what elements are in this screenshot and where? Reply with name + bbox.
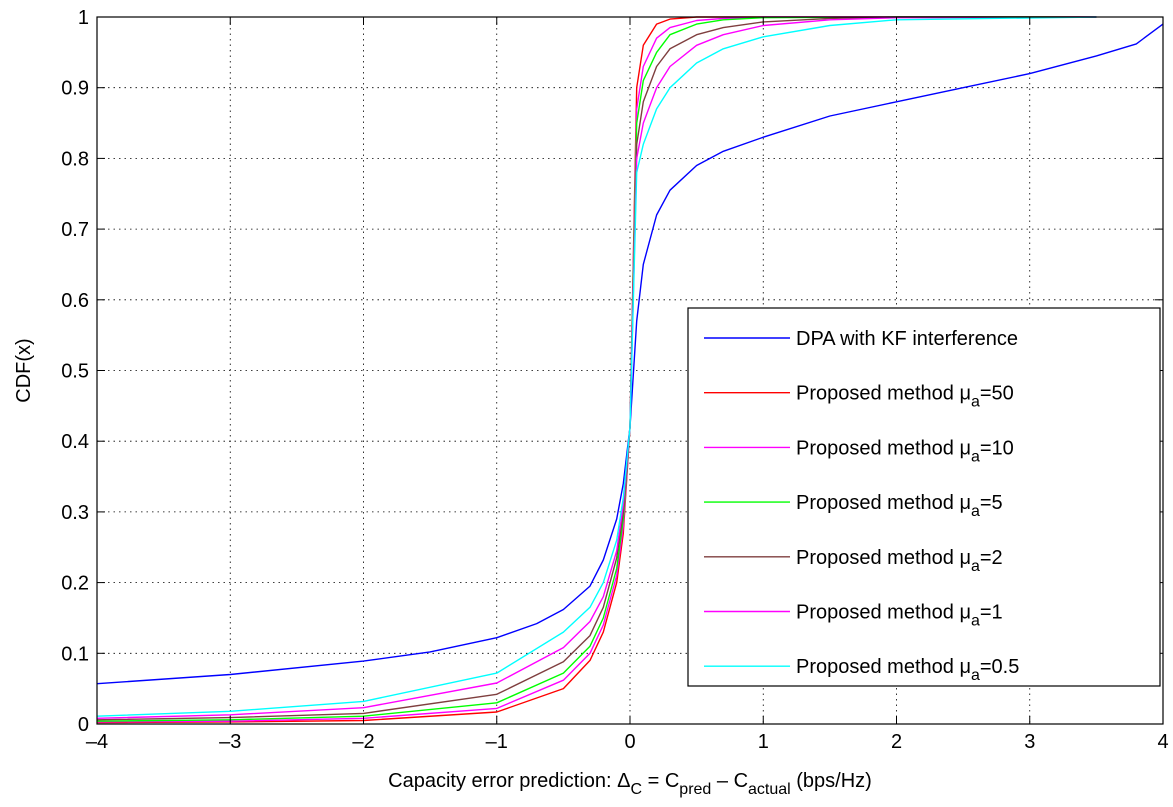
- x-axis-label-delta-sub: C: [630, 781, 642, 798]
- x-tick-label: –2: [352, 731, 374, 753]
- x-tick-label: –1: [486, 731, 508, 753]
- series-line-1: [96, 23, 1164, 685]
- y-axis-label: CDF(x): [13, 338, 35, 402]
- x-axis-label-delta: Δ: [617, 770, 630, 792]
- legend-label-2: Proposed method μa=50: [796, 383, 1014, 411]
- series-line-7: [96, 16, 1097, 717]
- legend-label-main: Proposed method μ: [796, 602, 971, 624]
- legend-label-main: Proposed method μ: [796, 547, 971, 569]
- y-tick-label: 0.3: [61, 502, 89, 524]
- legend-label-sub: a: [971, 448, 980, 465]
- legend-label-main: Proposed method μ: [796, 492, 971, 514]
- legend-box: [687, 307, 1161, 687]
- x-axis-label-eq: = C: [642, 770, 679, 792]
- x-tick-label: –4: [86, 731, 108, 753]
- legend-label-3: Proposed method μa=10: [796, 437, 1014, 465]
- legend-label-tail: =10: [980, 437, 1014, 459]
- y-tick-label: 0: [78, 714, 89, 736]
- x-tick-label: 0: [624, 731, 635, 753]
- x-axis-label-minus: – C: [711, 770, 748, 792]
- y-tick-label: 0.4: [61, 431, 89, 453]
- y-tick-label: 0.8: [61, 148, 89, 170]
- x-tick-label: 1: [758, 731, 769, 753]
- x-axis-label-unit: (bps/Hz): [791, 770, 872, 792]
- legend-label-tail: =1: [980, 602, 1003, 624]
- legend-label-sub: a: [971, 503, 980, 520]
- legend-label-tail: =2: [980, 547, 1003, 569]
- legend-label-main: Proposed method μ: [796, 437, 971, 459]
- legend-label-tail: =5: [980, 492, 1003, 514]
- y-tick-label: 0.7: [61, 219, 89, 241]
- legend-label-sub: a: [971, 394, 980, 411]
- x-tick-label: 3: [1024, 731, 1035, 753]
- legend-label-5: Proposed method μa=2: [796, 547, 1003, 575]
- legend-label-1: DPA with KF interference: [796, 328, 1018, 350]
- x-tick-label: –3: [219, 731, 241, 753]
- y-tick-label: 0.1: [61, 643, 89, 665]
- x-axis-label: Capacity error prediction: ΔC = Cpred – …: [388, 770, 872, 798]
- legend-label-sub: a: [971, 558, 980, 575]
- y-tick-label: 0.6: [61, 290, 89, 312]
- legend-label-6: Proposed method μa=1: [796, 602, 1003, 630]
- legend-label-main: Proposed method μ: [796, 383, 971, 405]
- y-tick-label: 1: [78, 7, 89, 29]
- x-tick-label: 4: [1157, 731, 1168, 753]
- x-tick-label: 2: [891, 731, 902, 753]
- legend-label-main: DPA with KF interference: [796, 328, 1018, 350]
- x-axis-label-prefix: Capacity error prediction:: [388, 770, 617, 792]
- tick-labels: –4 –3 –2 –1 0 1 2 3 4 0 0.1 0.2 0.3 0.4 0.5 0.6 0.7 0.8 0.…: [61, 7, 1168, 753]
- x-axis-label-pred-sub: pred: [679, 781, 711, 798]
- legend-label-sub: a: [971, 613, 980, 630]
- legend-label-tail: =0.5: [980, 656, 1019, 678]
- legend-label-7: Proposed method μa=0.5: [796, 656, 1019, 684]
- legend: DPA with KF interference Proposed method …: [687, 307, 1161, 687]
- legend-label-main: Proposed method μ: [796, 656, 971, 678]
- y-tick-label: 0.9: [61, 78, 89, 100]
- legend-label-sub: a: [971, 667, 980, 684]
- y-tick-label: 0.5: [61, 361, 89, 383]
- legend-items: DPA with KF interference Proposed method …: [704, 328, 1019, 684]
- x-axis-label-actual-sub: actual: [748, 781, 791, 798]
- y-tick-label: 0.2: [61, 573, 89, 595]
- legend-label-tail: =50: [980, 383, 1014, 405]
- legend-label-4: Proposed method μa=5: [796, 492, 1003, 520]
